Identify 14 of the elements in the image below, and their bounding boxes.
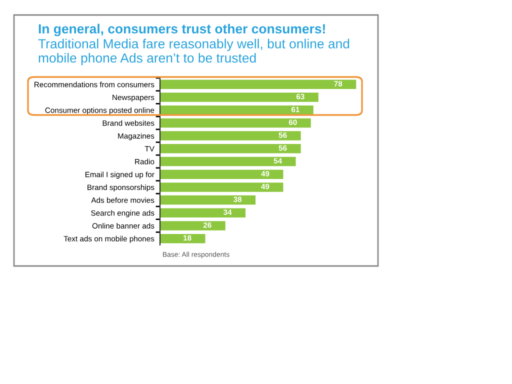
bar <box>160 156 296 166</box>
bar <box>160 182 284 192</box>
bar <box>160 170 284 179</box>
chart-subtitle: Traditional Media fare reasonably well, but online and mobile phone Ads aren’t to be trusted <box>38 38 350 66</box>
bar <box>160 195 256 205</box>
bar <box>160 234 206 244</box>
bar <box>160 80 356 90</box>
bar <box>160 118 311 128</box>
bar <box>160 221 226 230</box>
bar <box>160 131 301 140</box>
chart-title: In general, consumers trust other consumers! <box>38 24 325 36</box>
bar <box>160 144 301 154</box>
bar <box>160 208 246 218</box>
bar <box>160 92 318 102</box>
